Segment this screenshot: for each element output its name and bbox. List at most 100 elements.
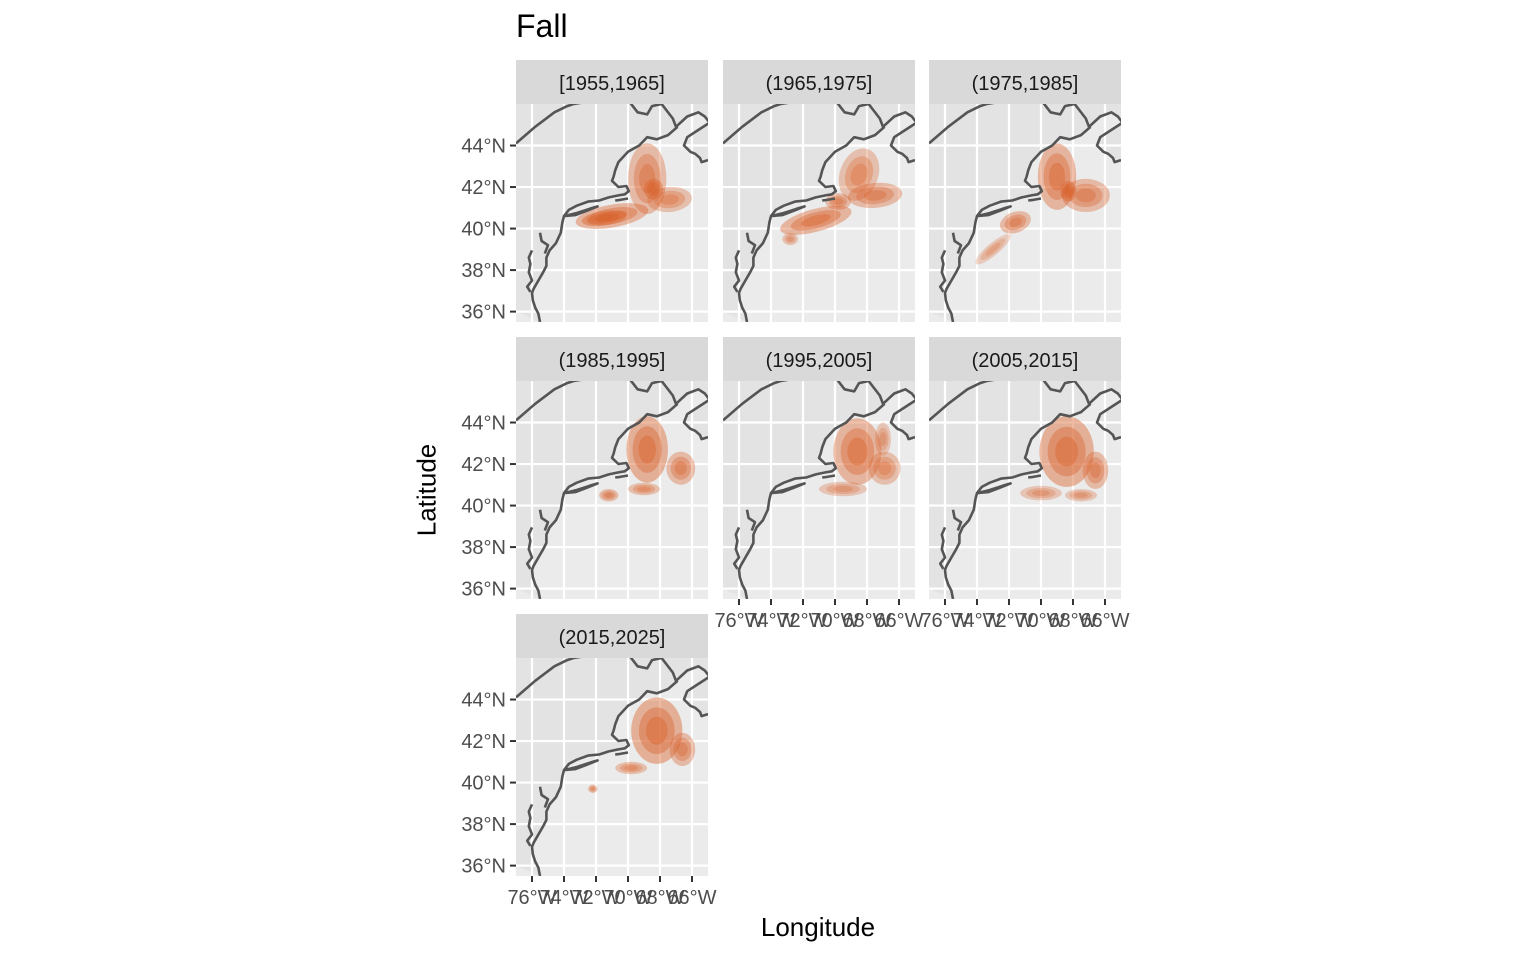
density-contour <box>847 437 868 466</box>
coastline <box>938 249 947 293</box>
density-contour <box>638 435 656 464</box>
facet-strip-label: [1955,1965] <box>559 73 665 95</box>
y-tick-label: 38°N <box>461 814 506 836</box>
density-contour <box>825 193 851 210</box>
facet-panel: (2005,2015] 76°W74°W72°W70°W68°W66°W <box>920 337 1130 632</box>
coastline <box>938 526 947 570</box>
coastline <box>525 249 534 293</box>
density-contour <box>800 214 831 227</box>
density-contour <box>833 418 882 485</box>
density-contour <box>873 456 896 480</box>
coastline <box>530 125 679 322</box>
coastline <box>538 232 550 254</box>
density-contour <box>632 484 656 494</box>
y-tick-label: 44°N <box>461 136 506 158</box>
y-tick-label: 38°N <box>461 260 506 282</box>
density-contour <box>877 427 889 451</box>
density-contour <box>1082 451 1109 489</box>
coastline <box>615 197 629 202</box>
density-contour <box>875 422 891 456</box>
density-contour <box>666 451 696 485</box>
y-tick-label: 42°N <box>461 731 506 753</box>
density-contour <box>1086 457 1105 484</box>
coastline <box>822 197 836 202</box>
x-tick-label: 70°W <box>1016 610 1065 632</box>
density-contour <box>1043 153 1071 200</box>
coastline <box>770 482 806 495</box>
facet-strip <box>929 337 1121 381</box>
coastline <box>951 509 963 531</box>
density-contour <box>632 426 662 473</box>
facet-strip-label: (1975,1985] <box>972 73 1079 95</box>
x-tick-label: 74°W <box>746 610 795 632</box>
density-contour <box>628 482 660 496</box>
coastline <box>976 205 1012 218</box>
coastline <box>943 125 1092 322</box>
density-contour <box>1026 488 1056 499</box>
density-contour <box>644 178 664 200</box>
density-contour <box>628 143 667 214</box>
coastline <box>615 751 629 756</box>
density-contour <box>1032 490 1050 497</box>
facet-strip <box>723 60 915 104</box>
density-contour <box>596 210 628 222</box>
density-contour <box>850 163 868 186</box>
density-contour <box>626 416 668 483</box>
facet-strip-label: (1985,1995] <box>559 350 666 372</box>
density-contour <box>633 154 661 204</box>
coastline <box>563 482 599 495</box>
coastline <box>943 402 1092 599</box>
coastline <box>976 482 1012 495</box>
coastline <box>525 526 534 570</box>
density-contour <box>590 787 595 791</box>
facet-strip <box>723 337 915 381</box>
coastline <box>723 381 915 441</box>
facet-panel: (1965,1975] <box>723 60 915 322</box>
x-tick-label: 68°W <box>842 610 891 632</box>
x-tick-label: 66°W <box>874 610 923 632</box>
density-contour <box>985 242 1001 256</box>
density-contour <box>1008 217 1022 228</box>
facet-strip <box>929 60 1121 104</box>
density-contour <box>782 232 799 246</box>
coastline <box>538 786 550 808</box>
density-contour <box>832 485 854 493</box>
x-tick-label: 68°W <box>1048 610 1097 632</box>
density-contour <box>1039 416 1094 487</box>
density-contour <box>1037 143 1077 210</box>
y-axis-title: Latitude <box>411 443 442 537</box>
y-tick-label: 44°N <box>461 690 506 712</box>
coastline <box>538 509 550 531</box>
density-contour <box>856 186 894 205</box>
density-contour <box>588 212 620 224</box>
density-contour <box>1062 183 1074 199</box>
density-contour <box>819 481 867 497</box>
coastline <box>770 205 806 218</box>
y-tick-label: 40°N <box>461 773 506 795</box>
density-contour <box>838 148 880 201</box>
density-contour <box>660 194 679 205</box>
density-contour <box>999 211 1031 234</box>
y-tick-label: 36°N <box>461 579 506 601</box>
coastline <box>929 104 1121 164</box>
coastline <box>951 232 963 254</box>
coastline <box>822 474 836 479</box>
y-tick-label: 40°N <box>461 496 506 518</box>
x-tick-label: 76°W <box>507 887 556 909</box>
facet-strip-label: (1965,1975] <box>766 73 873 95</box>
y-tick-label: 42°N <box>461 177 506 199</box>
density-contour <box>1064 186 1072 196</box>
density-contour <box>604 492 613 498</box>
x-tick-label: 74°W <box>952 610 1001 632</box>
coastline <box>516 658 708 718</box>
y-tick-label: 38°N <box>461 537 506 559</box>
facet-panel: [1955,1965] 44°N 42°N 40°N 38°N 36°N <box>461 60 708 324</box>
facet-strip <box>516 337 708 381</box>
density-contour <box>1069 183 1103 207</box>
x-tick-label: 66°W <box>1080 610 1129 632</box>
y-tick-label: 42°N <box>461 454 506 476</box>
density-contour <box>620 763 643 773</box>
density-contour <box>879 432 887 447</box>
y-tick-label: 40°N <box>461 219 506 241</box>
